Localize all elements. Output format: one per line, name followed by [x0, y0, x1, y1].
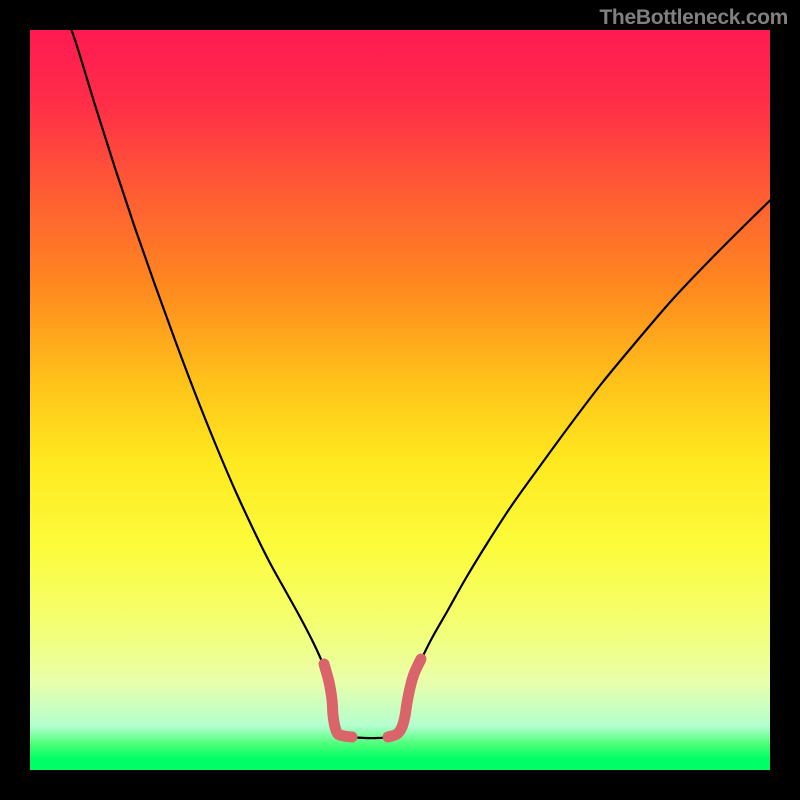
chart-frame: TheBottleneck.com [0, 0, 800, 800]
plot-background [30, 30, 770, 770]
watermark-text: TheBottleneck.com [599, 6, 788, 30]
bottleneck-chart [0, 0, 800, 800]
